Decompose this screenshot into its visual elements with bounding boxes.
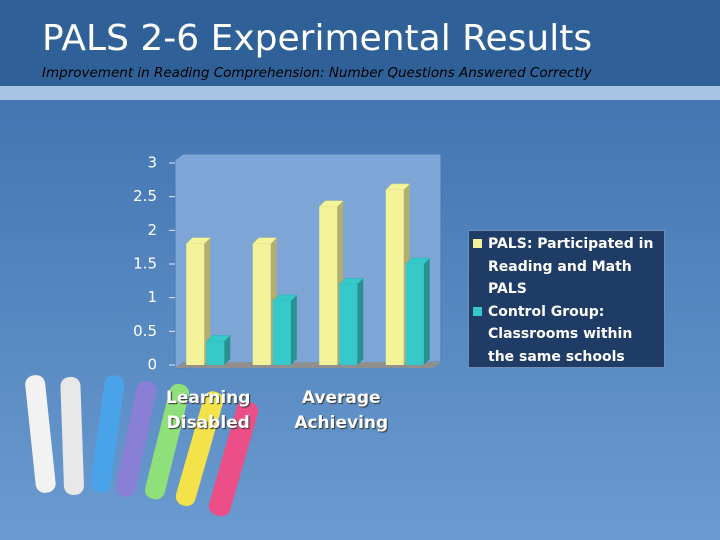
chalk-stick xyxy=(175,391,224,506)
chalk-stick xyxy=(90,375,125,493)
header-strip xyxy=(0,86,720,100)
x-tick-label: Learning Disabled xyxy=(166,388,251,433)
header-band xyxy=(0,0,720,86)
bar-side xyxy=(290,295,297,365)
chalk-stick xyxy=(115,380,157,497)
y-tick-label: 3 xyxy=(147,154,157,172)
chalk-stick xyxy=(25,375,56,493)
legend-label: PALS: Participated in Reading and Math P… xyxy=(488,236,654,297)
y-tick-label: 0 xyxy=(147,356,157,374)
y-tick-label: 1 xyxy=(147,288,157,306)
legend-item: Control Group: Classrooms within the sam… xyxy=(473,301,660,369)
legend-swatch xyxy=(473,306,482,316)
plot-wall xyxy=(174,153,442,369)
bar xyxy=(252,243,271,365)
subtitle: Improvement in Reading Comprehension: Nu… xyxy=(42,65,592,81)
bar-side xyxy=(224,335,231,365)
chalk-stick xyxy=(208,401,259,517)
y-tick-label: 2.5 xyxy=(133,187,157,205)
bar xyxy=(339,284,358,365)
bar-side xyxy=(357,278,364,365)
chalk-stick xyxy=(60,376,84,496)
y-tick-label: 0.5 xyxy=(133,322,157,340)
y-tick-label: 2 xyxy=(147,221,157,239)
y-tick-label: 1.5 xyxy=(133,255,157,273)
bar xyxy=(405,264,424,365)
bar xyxy=(319,206,338,365)
bar xyxy=(385,189,404,365)
bar xyxy=(206,341,225,365)
legend-swatch xyxy=(473,239,482,248)
chalk-stick xyxy=(145,383,190,500)
bar-side xyxy=(423,258,430,365)
legend: PALS: Participated in Reading and Math P… xyxy=(468,230,665,368)
title: PALS 2-6 Experimental Results xyxy=(42,18,592,59)
bar xyxy=(272,301,291,365)
bar-side xyxy=(204,237,211,365)
bar xyxy=(186,243,205,365)
plot-floor xyxy=(175,362,441,368)
x-tick-label: Average Achieving xyxy=(294,388,389,433)
legend-label: Control Group: Classrooms within the sam… xyxy=(488,303,633,365)
legend-item: PALS: Participated in Reading and Math P… xyxy=(473,233,660,301)
chalk xyxy=(25,375,259,517)
